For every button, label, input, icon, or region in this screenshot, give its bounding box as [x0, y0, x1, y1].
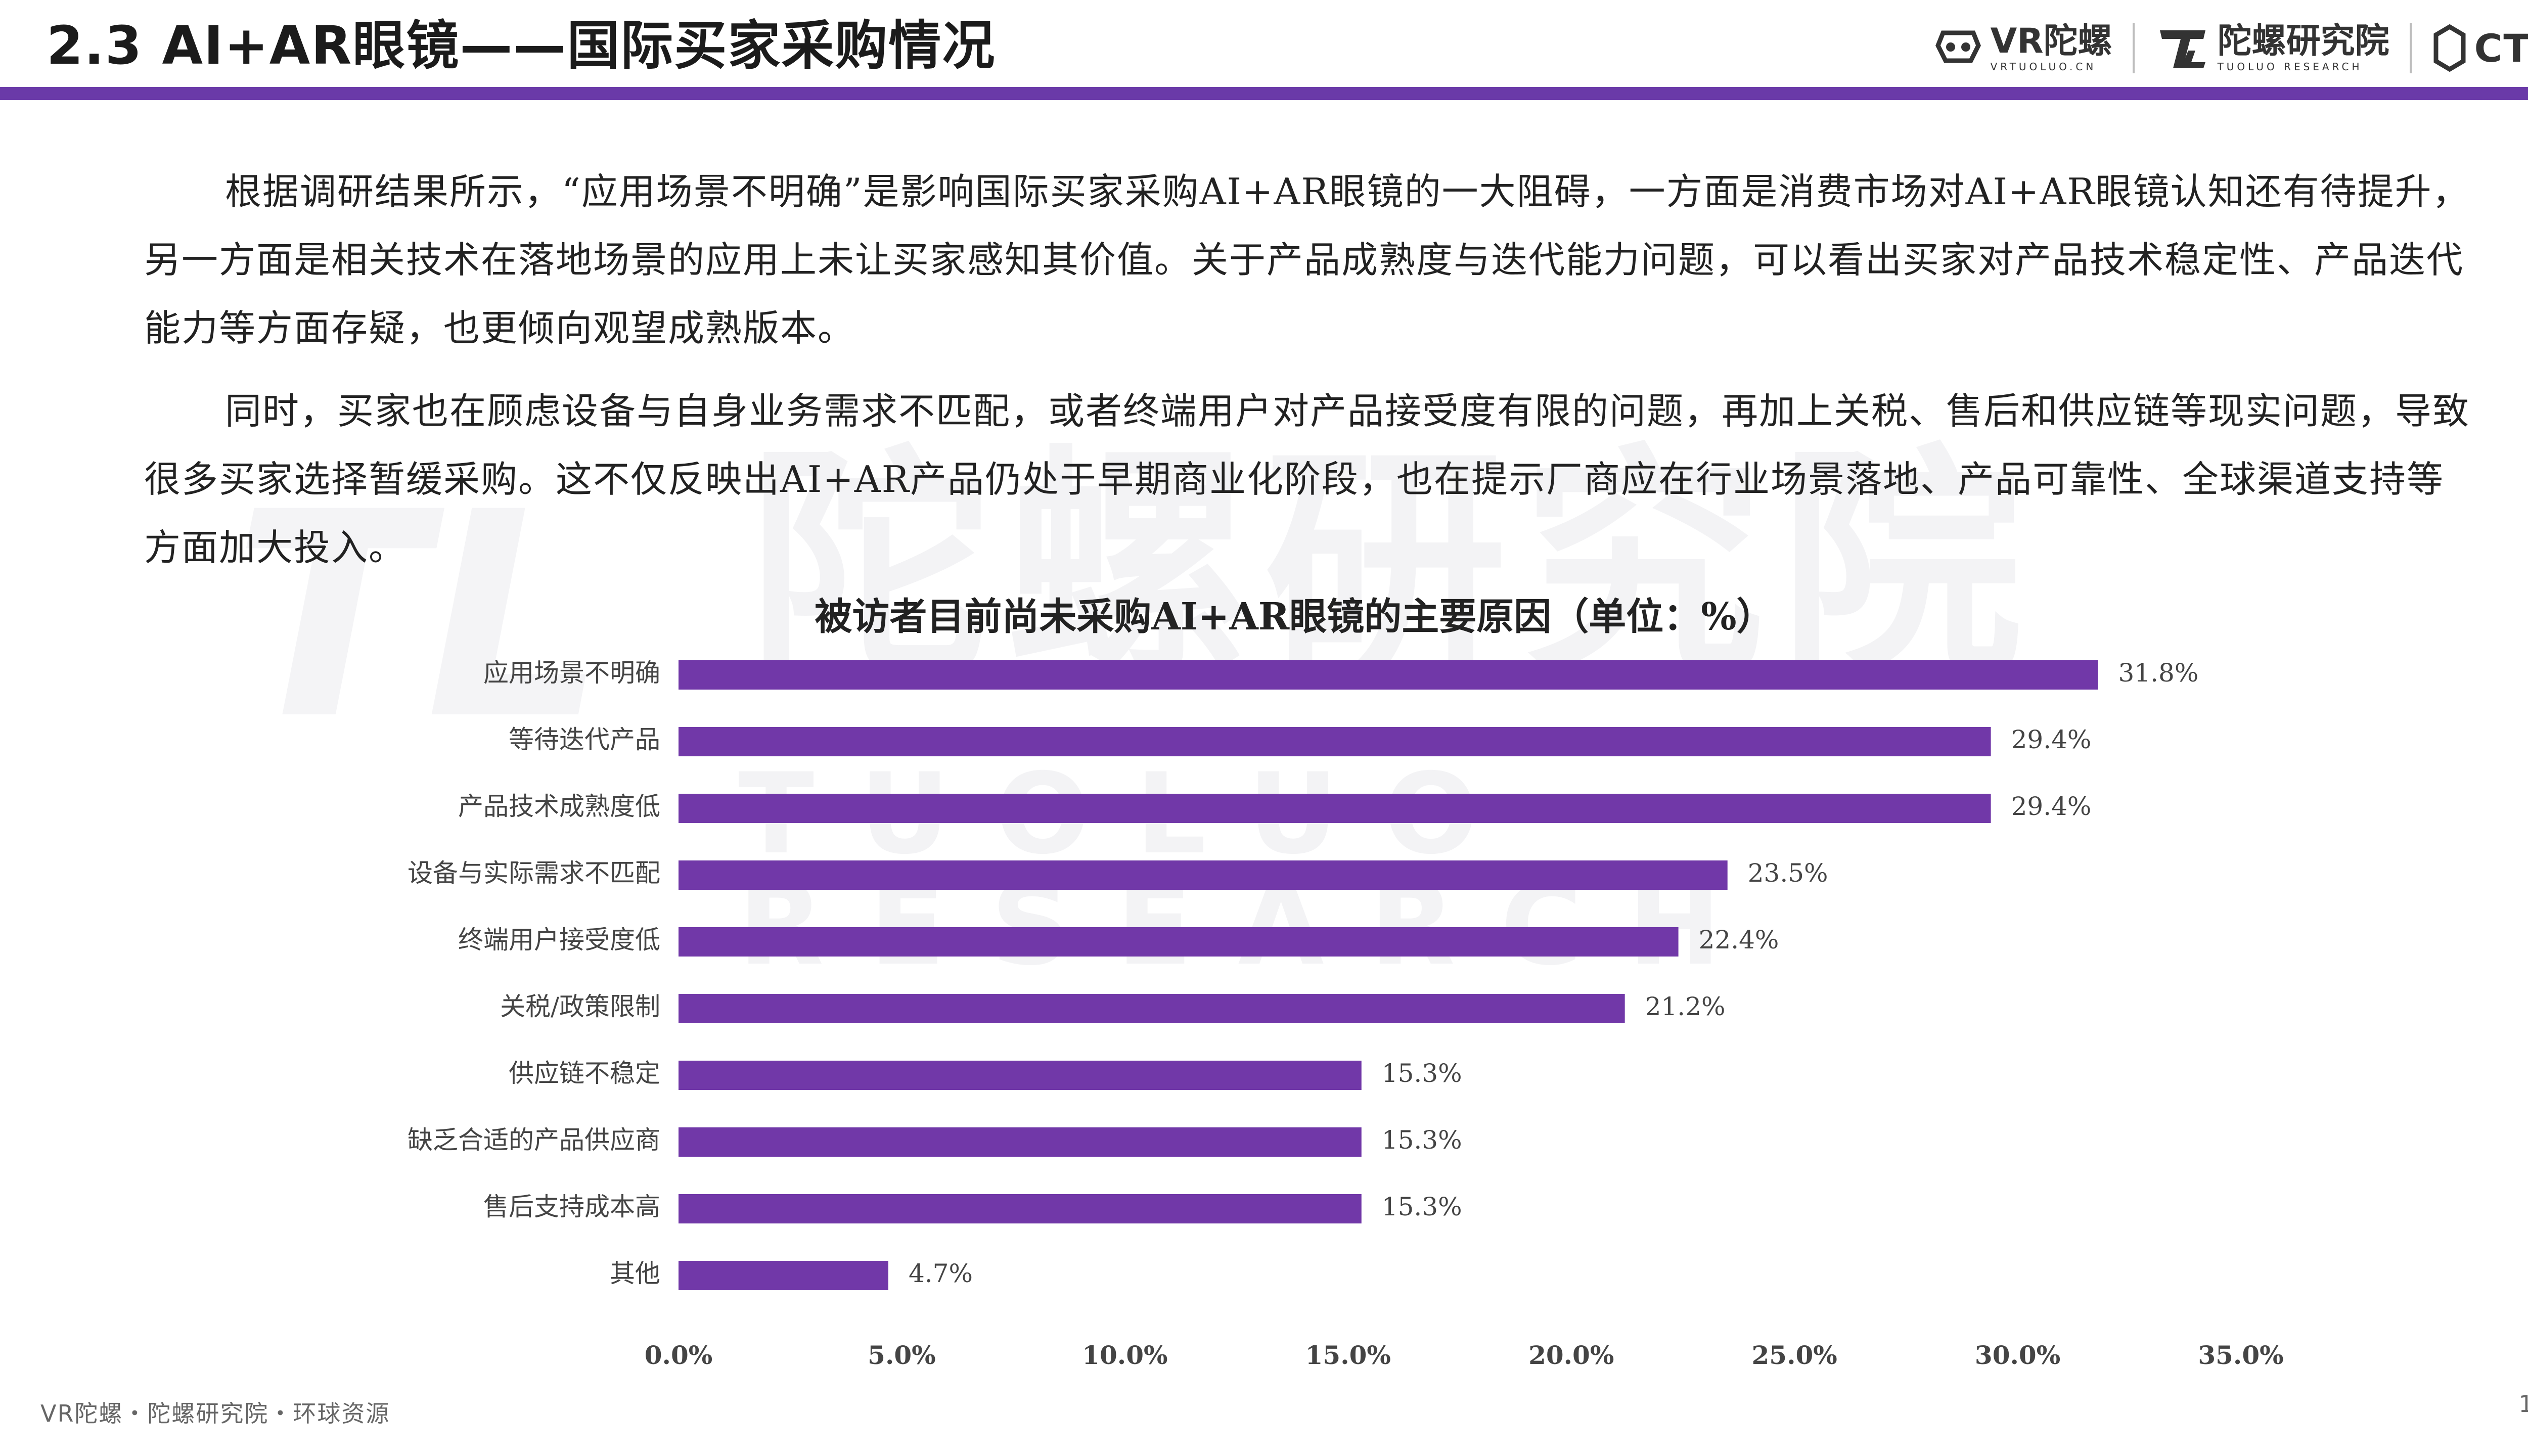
data-label: 29.4%: [2011, 725, 2092, 754]
data-label: 22.4%: [1699, 925, 1779, 954]
bar: [679, 1061, 1362, 1090]
tuoluo-research-logo: 陀螺研究院 TUOLUO RESEARCH: [2155, 23, 2389, 73]
x-tick-label: 30.0%: [1975, 1340, 2060, 1370]
ctis-hex-icon: [2433, 24, 2466, 72]
category-label: 售后支持成本高: [483, 1192, 660, 1221]
category-label: 终端用户接受度低: [458, 925, 660, 954]
body-paragraph-1: 根据调研结果所示，“应用场景不明确”是影响国际买家采购AI+AR眼镜的一大阻碍，…: [144, 158, 2470, 362]
paragraph-text-2: 同时，买家也在顾虑设备与自身业务需求不匹配，或者终端用户对产品接受度有限的问题，…: [144, 390, 2470, 569]
vr-logo-subtext: VRTUOLUO.CN: [1990, 61, 2097, 73]
data-label: 15.3%: [1382, 1059, 1462, 1088]
category-label: 应用场景不明确: [483, 658, 660, 688]
x-tick-label: 25.0%: [1751, 1340, 1837, 1370]
paragraph-text-1: 根据调研结果所示，“应用场景不明确”是影响国际买家采购AI+AR眼镜的一大阻碍，…: [144, 170, 2470, 349]
bar: [679, 994, 1625, 1023]
x-tick-label: 0.0%: [645, 1340, 713, 1370]
bar: [679, 860, 1728, 890]
category-label: 等待迭代产品: [509, 725, 660, 754]
bar: [679, 1194, 1362, 1223]
category-label: 供应链不稳定: [509, 1059, 660, 1088]
x-tick-label: 15.0%: [1305, 1340, 1391, 1370]
x-tick-label: 10.0%: [1082, 1340, 1167, 1370]
ctis-logo-text: CTiS: [2474, 25, 2528, 71]
bar: [679, 727, 1991, 756]
tl-logo-subtext: TUOLUO RESEARCH: [2217, 61, 2363, 73]
category-label: 设备与实际需求不匹配: [408, 858, 660, 888]
chart-title: 被访者目前尚未采购AI+AR眼镜的主要原因（单位：%）: [815, 595, 1774, 639]
x-tick-label: 20.0%: [1528, 1340, 1614, 1370]
title-rule: [0, 87, 2528, 100]
bar: [679, 660, 2098, 690]
data-label: 15.3%: [1382, 1192, 1462, 1221]
header-logos: VR陀螺 VRTUOLUO.CN 陀螺研究院 TUOLUO RESEARCH C…: [1933, 15, 2528, 81]
bar: [679, 1261, 888, 1290]
bar: [679, 927, 1679, 957]
data-label: 29.4%: [2011, 792, 2092, 821]
tl-mark-icon: [2159, 30, 2205, 68]
category-label: 其他: [610, 1259, 660, 1288]
logo-divider-2: [2409, 23, 2412, 73]
data-label: 23.5%: [1748, 858, 1828, 888]
logo-divider: [2132, 23, 2135, 73]
bar: [679, 794, 1991, 823]
x-tick-label: 5.0%: [868, 1340, 936, 1370]
bar: [679, 1127, 1362, 1157]
data-label: 21.2%: [1645, 992, 1726, 1021]
vr-logo-text: VR陀螺: [1990, 21, 2112, 61]
data-label: 31.8%: [2118, 658, 2198, 688]
x-tick-label: 35.0%: [2198, 1340, 2283, 1370]
category-label: 关税/政策限制: [500, 992, 660, 1021]
footer-source: VR陀螺・陀螺研究院・环球资源: [40, 1400, 390, 1427]
page-number: 18: [2518, 1390, 2528, 1418]
body-paragraph-2: 同时，买家也在顾虑设备与自身业务需求不匹配，或者终端用户对产品接受度有限的问题，…: [144, 377, 2470, 582]
vr-headset-icon: [1935, 30, 1981, 63]
bar-chart: 应用场景不明确 31.8% 等待迭代产品 29.4% 产品技术成熟度低 29.4% 设备与实…: [408, 658, 2284, 1370]
ctis-logo: CTiS: [2432, 23, 2528, 73]
data-label: 15.3%: [1382, 1125, 1462, 1155]
page-title: 2.3 AI+AR眼镜——国际买家采购情况: [47, 15, 996, 76]
category-label: 缺乏合适的产品供应商: [408, 1125, 660, 1155]
data-label: 4.7%: [909, 1259, 973, 1288]
tl-logo-text: 陀螺研究院: [2217, 21, 2389, 61]
category-label: 产品技术成熟度低: [458, 792, 660, 821]
vr-tuoluo-logo: VR陀螺 VRTUOLUO.CN: [1933, 23, 2112, 73]
